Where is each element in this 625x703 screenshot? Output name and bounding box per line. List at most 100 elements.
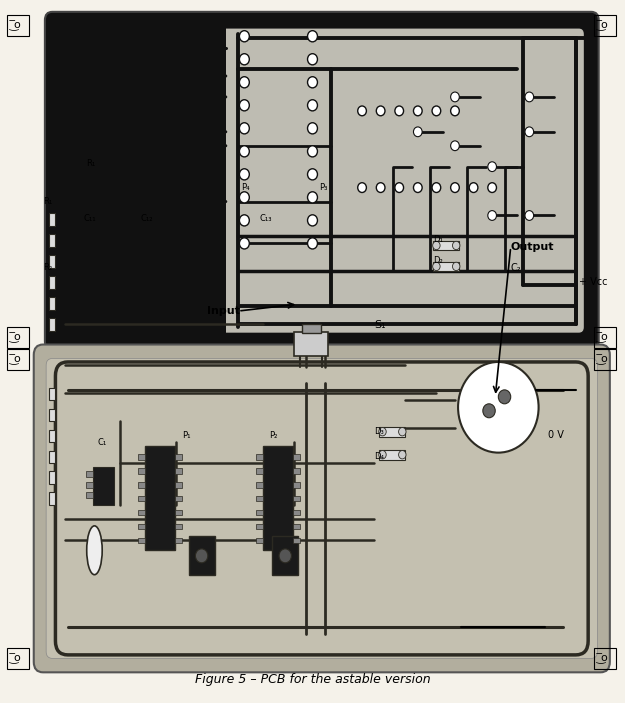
Text: 0 V: 0 V xyxy=(548,430,564,440)
Bar xyxy=(49,472,56,484)
Circle shape xyxy=(451,183,459,193)
Bar xyxy=(189,536,214,574)
Bar xyxy=(49,430,56,442)
Circle shape xyxy=(308,169,318,180)
Circle shape xyxy=(308,53,318,65)
Circle shape xyxy=(395,183,404,193)
Bar xyxy=(302,323,321,333)
Bar xyxy=(49,276,56,289)
Bar xyxy=(256,454,263,460)
Text: D₃: D₃ xyxy=(374,427,384,436)
Bar xyxy=(7,15,29,36)
FancyBboxPatch shape xyxy=(45,12,599,349)
Bar xyxy=(86,492,92,498)
Text: Input: Input xyxy=(208,306,240,316)
Bar xyxy=(49,408,56,421)
Text: ̅͜o: ̅͜o xyxy=(601,354,608,366)
Bar xyxy=(256,538,263,543)
Circle shape xyxy=(525,127,534,136)
Bar xyxy=(256,468,263,474)
Bar xyxy=(49,388,56,400)
Circle shape xyxy=(399,427,406,436)
Circle shape xyxy=(308,215,318,226)
Bar xyxy=(86,472,92,477)
Text: P₄: P₄ xyxy=(241,183,250,192)
Circle shape xyxy=(308,238,318,249)
Text: D₂: D₂ xyxy=(433,257,443,265)
Circle shape xyxy=(279,549,291,563)
Circle shape xyxy=(239,123,249,134)
Circle shape xyxy=(379,451,386,459)
Circle shape xyxy=(414,127,422,136)
Bar xyxy=(292,538,300,543)
Text: R₁: R₁ xyxy=(43,197,53,206)
Circle shape xyxy=(432,183,441,193)
Text: R₁: R₁ xyxy=(86,159,96,168)
Circle shape xyxy=(239,169,249,180)
Circle shape xyxy=(399,451,406,459)
Ellipse shape xyxy=(87,526,103,574)
Text: P₂: P₂ xyxy=(269,431,278,439)
Bar xyxy=(256,524,263,529)
Bar xyxy=(49,234,56,247)
Text: C₁₂: C₁₂ xyxy=(140,214,152,224)
Circle shape xyxy=(239,192,249,203)
Bar xyxy=(256,510,263,515)
Bar xyxy=(7,327,29,348)
Text: + Vcc: + Vcc xyxy=(579,277,608,287)
Bar xyxy=(292,510,300,515)
Text: ̅͜o: ̅͜o xyxy=(601,332,608,343)
Bar xyxy=(86,482,92,487)
Circle shape xyxy=(525,211,534,220)
Bar xyxy=(594,349,616,370)
Circle shape xyxy=(239,31,249,42)
Text: ̅͜o: ̅͜o xyxy=(15,354,22,366)
Circle shape xyxy=(432,106,441,116)
FancyBboxPatch shape xyxy=(46,359,598,659)
Circle shape xyxy=(308,31,318,42)
Bar xyxy=(49,297,56,309)
Bar xyxy=(138,482,145,487)
Bar xyxy=(294,332,328,356)
Text: C₂: C₂ xyxy=(511,263,521,273)
Bar xyxy=(292,468,300,474)
Bar xyxy=(7,349,29,370)
Bar xyxy=(272,536,298,574)
Circle shape xyxy=(451,106,459,116)
Bar xyxy=(138,524,145,529)
Circle shape xyxy=(357,106,366,116)
Bar xyxy=(175,524,182,529)
Text: C₁₃: C₁₃ xyxy=(260,214,272,224)
Text: R₂: R₂ xyxy=(43,264,52,272)
Bar xyxy=(175,510,182,515)
Bar xyxy=(175,468,182,474)
Circle shape xyxy=(357,183,366,193)
Text: ̅͜o: ̅͜o xyxy=(601,653,608,664)
Text: D₄: D₄ xyxy=(374,451,384,460)
Text: P₁: P₁ xyxy=(182,431,191,439)
Circle shape xyxy=(239,215,249,226)
Circle shape xyxy=(488,162,496,172)
Bar xyxy=(138,510,145,515)
Circle shape xyxy=(395,106,404,116)
Circle shape xyxy=(469,183,478,193)
Bar xyxy=(292,454,300,460)
Text: ̅͜o: ̅͜o xyxy=(15,20,22,30)
Bar xyxy=(59,27,226,334)
Bar xyxy=(433,240,459,250)
Circle shape xyxy=(432,262,440,271)
Bar xyxy=(256,496,263,501)
Circle shape xyxy=(239,238,249,249)
Text: C₁₁: C₁₁ xyxy=(83,214,96,224)
Circle shape xyxy=(488,183,496,193)
FancyBboxPatch shape xyxy=(34,344,610,672)
Circle shape xyxy=(239,53,249,65)
Circle shape xyxy=(498,390,511,404)
Text: D₁: D₁ xyxy=(433,236,443,245)
FancyBboxPatch shape xyxy=(221,29,584,333)
Circle shape xyxy=(308,77,318,88)
Bar xyxy=(49,318,56,330)
Bar xyxy=(175,482,182,487)
Bar xyxy=(175,538,182,543)
Text: Figure 5 – PCB for the astable version: Figure 5 – PCB for the astable version xyxy=(194,673,430,686)
